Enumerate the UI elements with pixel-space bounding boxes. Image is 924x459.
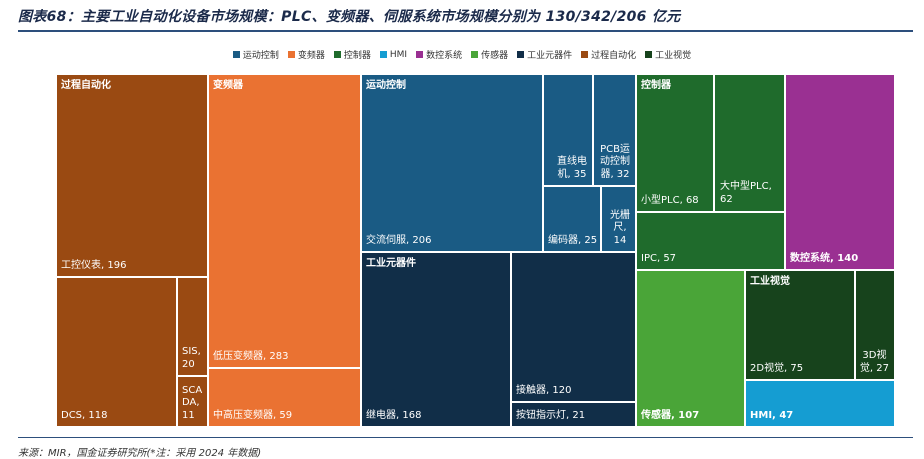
legend-label: 工业视觉: [655, 51, 692, 61]
tile-pcb: PCB运 动控制 器, 32: [593, 74, 636, 186]
tile-label: 2D视觉, 75: [750, 362, 804, 374]
legend-item-vision: 工业视觉: [645, 48, 691, 61]
legend-item-hmi: HMI: [379, 49, 408, 60]
tile-bianma: 编码器, 25: [543, 186, 601, 252]
legend-label: 变频器: [297, 51, 325, 61]
legend-item-controller: 控制器: [333, 48, 371, 61]
group-label-motion: 运动控制: [366, 80, 406, 91]
tile-label: IPC, 57: [641, 252, 677, 264]
tile-label: 小型PLC, 68: [641, 194, 699, 206]
tile-label: 光栅 尺, 14: [610, 209, 630, 246]
legend-item-process: 过程自动化: [581, 48, 636, 61]
legend-label: 数控系统: [426, 51, 463, 61]
legend-swatch: [517, 51, 525, 58]
tile-label: SCA DA, 11: [182, 384, 203, 421]
tile-hmi: HMI, 47: [745, 380, 895, 427]
legend-label: 控制器: [343, 51, 371, 61]
tile-label: HMI, 47: [750, 409, 794, 421]
chart-legend: 运动控制 变频器 控制器 HMI 数控系统 传感器 工业元器件 过程自动化 工业…: [0, 48, 924, 61]
legend-swatch: [333, 51, 341, 58]
group-label-components: 工业元器件: [366, 258, 416, 269]
tile-sis: SIS, 20: [177, 277, 208, 376]
tile-jidian: 工业元器件 继电器, 168: [361, 252, 511, 427]
legend-label: 运动控制: [242, 51, 279, 61]
tile-vision2d: 工业视觉 2D视觉, 75: [745, 270, 855, 380]
legend-label: 传感器: [481, 51, 509, 61]
tile-label: 按钮指示灯, 21: [516, 409, 586, 421]
tile-label: 低压变频器, 283: [213, 350, 289, 362]
tile-label: 编码器, 25: [548, 234, 598, 246]
tile-label: 继电器, 168: [366, 409, 422, 421]
tile-shukong: 数控系统, 140: [785, 74, 895, 270]
title-rule: [18, 30, 913, 32]
legend-swatch: [232, 51, 240, 58]
tile-zhonggao: 中高压变频器, 59: [208, 368, 361, 427]
legend-swatch: [416, 51, 424, 58]
tile-label: 接触器, 120: [516, 384, 572, 396]
legend-label: 过程自动化: [591, 51, 637, 61]
tile-label: SIS, 20: [182, 346, 201, 370]
tile-zhixian: 直线电 机, 35: [543, 74, 593, 186]
tile-label: 数控系统, 140: [790, 252, 859, 264]
legend-item-components: 工业元器件: [517, 48, 572, 61]
legend-item-sensor: 传感器: [471, 48, 508, 61]
source-rule: [18, 437, 913, 438]
tile-label: 工控仪表, 196: [61, 259, 127, 271]
group-label-vision: 工业视觉: [750, 276, 790, 287]
figure-title: 图表68：主要工业自动化设备市场规模：PLC、变频器、伺服系统市场规模分别为 1…: [18, 9, 681, 25]
tile-dazhong: 大中型PLC, 62: [714, 74, 785, 212]
tile-jiechu: 接触器, 120: [511, 252, 636, 402]
tile-label: PCB运 动控制 器, 32: [600, 143, 630, 180]
tile-label: 传感器, 107: [641, 409, 700, 421]
tile-label: 交流伺服, 206: [366, 234, 432, 246]
tile-jiaoliu: 运动控制 交流伺服, 206: [361, 74, 543, 252]
tile-vision3d: 3D视 觉, 27: [855, 270, 895, 380]
tile-diya: 变频器 低压变频器, 283: [208, 74, 361, 368]
tile-label: 3D视 觉, 27: [859, 350, 889, 374]
legend-label: 工业元器件: [527, 51, 573, 61]
source-note: 来源：MIR，国金证券研究所(*注：采用 2024 年数据): [18, 448, 262, 459]
legend-item-motion: 运动控制: [232, 48, 279, 61]
legend-item-cnc: 数控系统: [416, 48, 462, 61]
tile-label: DCS, 118: [61, 409, 108, 421]
tile-gongkong: 过程自动化 工控仪表, 196: [56, 74, 208, 277]
legend-label: HMI: [389, 49, 408, 60]
tile-ipc: IPC, 57: [636, 212, 785, 270]
tile-chuangan: 传感器, 107: [636, 270, 745, 427]
legend-swatch: [287, 51, 295, 58]
tile-xiaoxing: 控制器 小型PLC, 68: [636, 74, 714, 212]
legend-swatch: [645, 51, 653, 58]
tile-dcs: DCS, 118: [56, 277, 177, 427]
tile-guangshan: 光栅 尺, 14: [601, 186, 636, 252]
tile-label: 中高压变频器, 59: [213, 409, 293, 421]
tile-anniu: 按钮指示灯, 21: [511, 402, 636, 427]
legend-item-inverter: 变频器: [287, 48, 325, 61]
legend-swatch: [581, 51, 589, 58]
legend-swatch: [379, 51, 387, 58]
tile-scada: SCA DA, 11: [177, 376, 208, 427]
legend-swatch: [471, 51, 479, 58]
group-label-process: 过程自动化: [61, 80, 111, 91]
tile-label: 大中型PLC, 62: [720, 181, 772, 205]
tile-label: 直线电 机, 35: [557, 156, 587, 180]
group-label-controller: 控制器: [641, 80, 671, 91]
group-label-inverter: 变频器: [213, 80, 243, 91]
